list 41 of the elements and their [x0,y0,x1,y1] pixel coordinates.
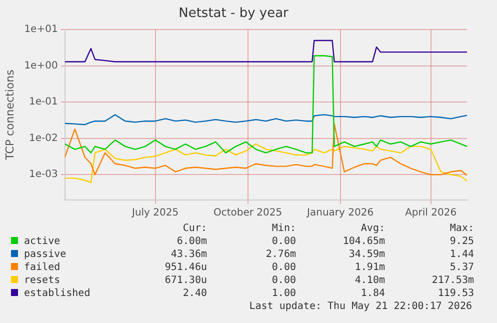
text: 217.53m [430,274,475,287]
text: 9.25 [448,235,475,248]
x-tick-label: October 2025 [213,208,282,219]
text: Max: [448,222,475,235]
legend-label: resets [23,274,62,287]
text: Cur: [182,222,208,235]
legend-label: active [23,235,62,248]
text: 1.44 [448,248,475,261]
text: 0.00 [270,235,297,248]
text: Avg: [360,222,386,235]
text: 6.00m [176,235,208,248]
text: 1.91m [354,261,386,274]
text: 2.40 [182,287,208,300]
text: 5.37 [448,261,475,274]
y-tick-label: 1e-02 [28,132,58,144]
x-tick-label: January 2026 [306,208,374,219]
chart-title: Netstat - by year [178,6,290,22]
text: 0.00 [270,274,297,287]
text: Last update: Thu May 21 22:00:17 2026 [248,300,473,313]
legend-label: passive [23,248,68,261]
y-tick-label: 1e+01 [24,24,58,36]
text: 104.65m [342,235,386,248]
text: Min: [270,222,297,235]
legend-label: established [23,287,92,300]
y-axis-title: TCP connections [3,69,16,161]
text: 1.84 [360,287,386,300]
text: 2.76m [264,248,297,261]
text: 1.00 [270,287,297,300]
text: 0.00 [270,261,297,274]
x-tick-label: July 2025 [130,208,179,219]
text: 119.53 [436,287,475,300]
text: 34.59m [348,248,386,261]
y-tick-label: 1e-03 [28,169,58,180]
text: 43.36m [170,248,208,261]
text: 4.10m [354,274,386,287]
y-tick-label: 1e-01 [28,96,58,108]
y-tick-label: 1e+00 [24,60,58,72]
x-tick-label: April 2026 [405,208,457,219]
text: 671.30u [164,274,208,287]
legend-label: failed [23,261,62,274]
text: 951.46u [164,261,208,274]
